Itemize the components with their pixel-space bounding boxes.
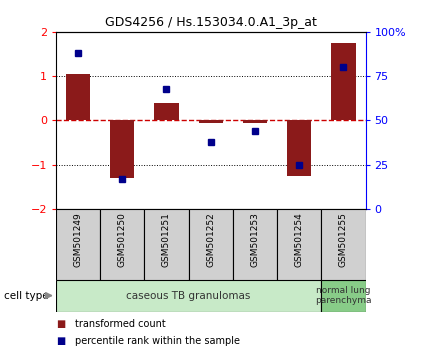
Text: GSM501249: GSM501249 bbox=[74, 212, 83, 267]
Bar bbox=[56, 280, 321, 312]
Text: GSM501251: GSM501251 bbox=[162, 212, 171, 267]
Bar bbox=[277, 209, 321, 280]
Text: GDS4256 / Hs.153034.0.A1_3p_at: GDS4256 / Hs.153034.0.A1_3p_at bbox=[105, 16, 316, 29]
Text: normal lung
parenchyma: normal lung parenchyma bbox=[315, 286, 372, 305]
Text: ■: ■ bbox=[56, 319, 65, 329]
Bar bbox=[144, 209, 189, 280]
Text: caseous TB granulomas: caseous TB granulomas bbox=[126, 291, 251, 301]
Bar bbox=[100, 209, 144, 280]
Bar bbox=[321, 280, 366, 312]
Bar bbox=[243, 120, 267, 122]
Text: percentile rank within the sample: percentile rank within the sample bbox=[75, 336, 240, 346]
Text: GSM501255: GSM501255 bbox=[339, 212, 348, 267]
Text: GSM501250: GSM501250 bbox=[118, 212, 127, 267]
Bar bbox=[331, 43, 356, 120]
Text: ■: ■ bbox=[56, 336, 65, 346]
Text: cell type: cell type bbox=[4, 291, 49, 301]
Bar bbox=[233, 209, 277, 280]
Bar bbox=[66, 74, 90, 120]
Bar bbox=[56, 209, 100, 280]
Text: GSM501253: GSM501253 bbox=[250, 212, 259, 267]
Text: transformed count: transformed count bbox=[75, 319, 166, 329]
Text: GSM501254: GSM501254 bbox=[295, 212, 304, 267]
Bar bbox=[321, 209, 366, 280]
Text: GSM501252: GSM501252 bbox=[206, 212, 215, 267]
Bar bbox=[110, 120, 135, 178]
Bar bbox=[199, 120, 223, 122]
Bar bbox=[154, 103, 178, 120]
Bar bbox=[287, 120, 311, 176]
Bar bbox=[189, 209, 233, 280]
